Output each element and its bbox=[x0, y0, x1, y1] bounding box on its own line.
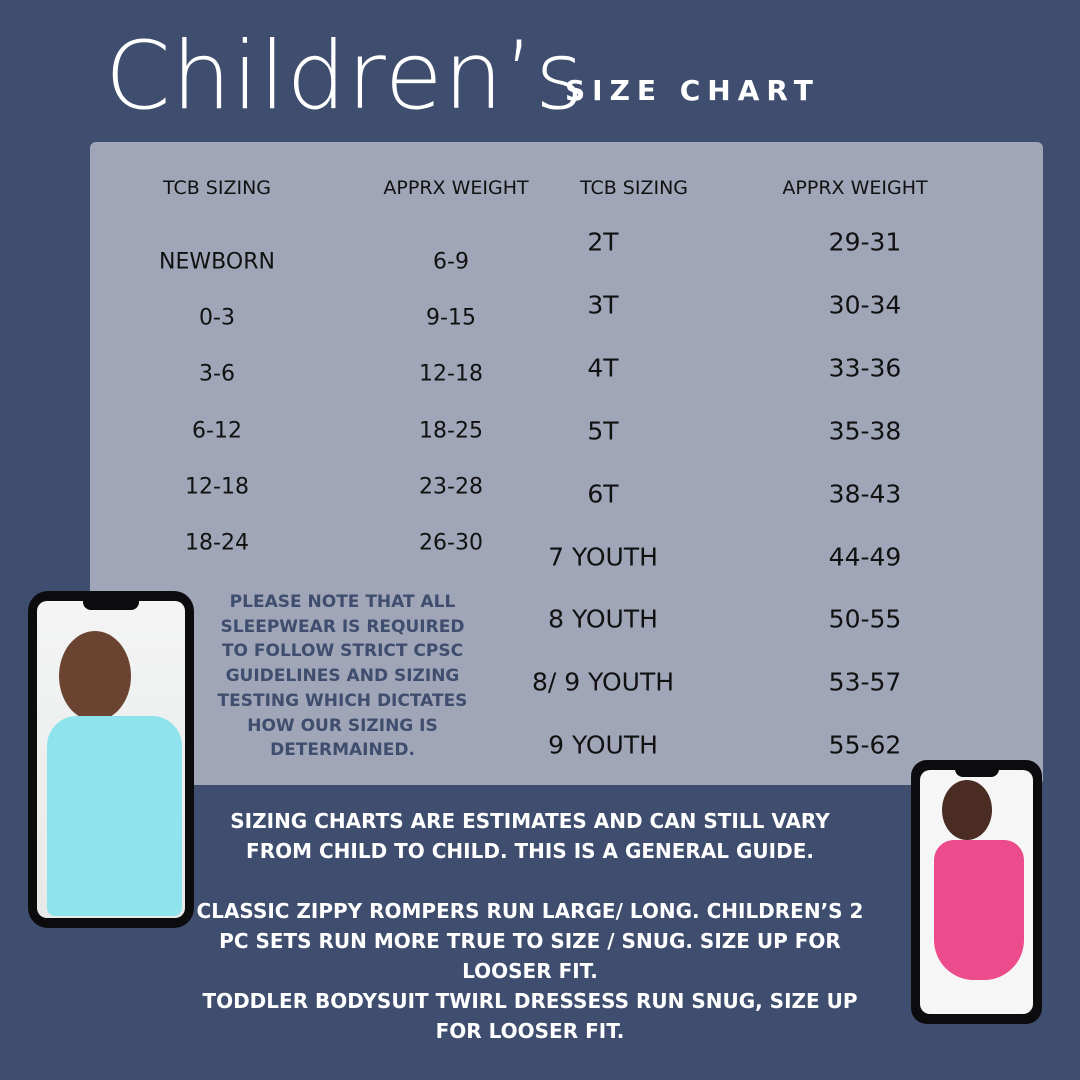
phone-photo-right bbox=[911, 760, 1042, 1024]
weight-cell: 50-55 bbox=[828, 604, 902, 634]
fit-note: CLASSIC ZIPPY ROMPERS RUN LARGE/ LONG. C… bbox=[196, 899, 864, 983]
size-cell: 3-6 bbox=[199, 361, 235, 387]
size-cell: 6T bbox=[587, 479, 619, 509]
size-cell: 6-12 bbox=[192, 418, 242, 444]
size-chart-panel bbox=[90, 142, 1043, 785]
weight-cell: 26-30 bbox=[419, 530, 483, 556]
size-cell: 0-3 bbox=[199, 305, 235, 331]
column-header: APPRX WEIGHT bbox=[383, 177, 529, 199]
phone-notch bbox=[83, 600, 139, 610]
weight-cell: 55-62 bbox=[828, 730, 902, 760]
child-photo bbox=[920, 770, 1033, 1014]
weight-cell: 35-38 bbox=[828, 416, 902, 446]
weight-cell: 29-31 bbox=[828, 227, 902, 257]
page-subtitle: SIZE CHART bbox=[565, 74, 820, 107]
size-cell: 9 YOUTH bbox=[548, 730, 658, 760]
weight-cell: 44-49 bbox=[828, 542, 902, 571]
child-dress bbox=[934, 840, 1024, 980]
weight-cell: 23-28 bbox=[419, 474, 483, 500]
size-cell: 8 YOUTH bbox=[548, 604, 658, 634]
weight-cell: 38-43 bbox=[828, 479, 902, 509]
weight-cell: 18-25 bbox=[419, 418, 483, 444]
phone-photo-left bbox=[28, 591, 194, 928]
phone-notch bbox=[954, 769, 999, 777]
weight-cell: 53-57 bbox=[828, 667, 902, 697]
fit-note: TODDLER BODYSUIT TWIRL DRESSESS RUN SNUG… bbox=[202, 989, 858, 1043]
size-cell: 18-24 bbox=[185, 530, 249, 556]
fit-note: SIZING CHARTS ARE ESTIMATES AND CAN STIL… bbox=[230, 809, 830, 863]
size-cell: 7 YOUTH bbox=[548, 542, 658, 571]
column-header: TCB SIZING bbox=[162, 177, 272, 199]
weight-cell: 30-34 bbox=[828, 290, 902, 320]
weight-cell: 12-18 bbox=[419, 361, 483, 387]
child-body bbox=[47, 716, 182, 916]
sleepwear-note: PLEASE NOTE THAT ALL SLEEPWEAR IS REQUIR… bbox=[217, 592, 468, 761]
size-cell: 2T bbox=[587, 227, 619, 257]
size-cell: NEWBORN bbox=[159, 249, 275, 275]
child-photo bbox=[37, 601, 185, 918]
column-header: TCB SIZING bbox=[579, 177, 689, 199]
page-title: Children’s bbox=[105, 22, 585, 131]
weight-cell: 6-9 bbox=[433, 249, 469, 275]
child-head bbox=[59, 631, 131, 721]
fit-notes: SIZING CHARTS ARE ESTIMATES AND CAN STIL… bbox=[180, 806, 880, 1046]
weight-cell: 33-36 bbox=[828, 353, 902, 383]
size-cell: 12-18 bbox=[185, 474, 249, 500]
size-cell: 8/ 9 YOUTH bbox=[531, 667, 675, 697]
child-head bbox=[942, 780, 992, 840]
column-header: APPRX WEIGHT bbox=[782, 177, 928, 199]
weight-cell: 9-15 bbox=[426, 305, 476, 331]
size-cell: 4T bbox=[587, 353, 619, 383]
size-cell: 5T bbox=[587, 416, 619, 446]
size-cell: 3T bbox=[587, 290, 619, 320]
